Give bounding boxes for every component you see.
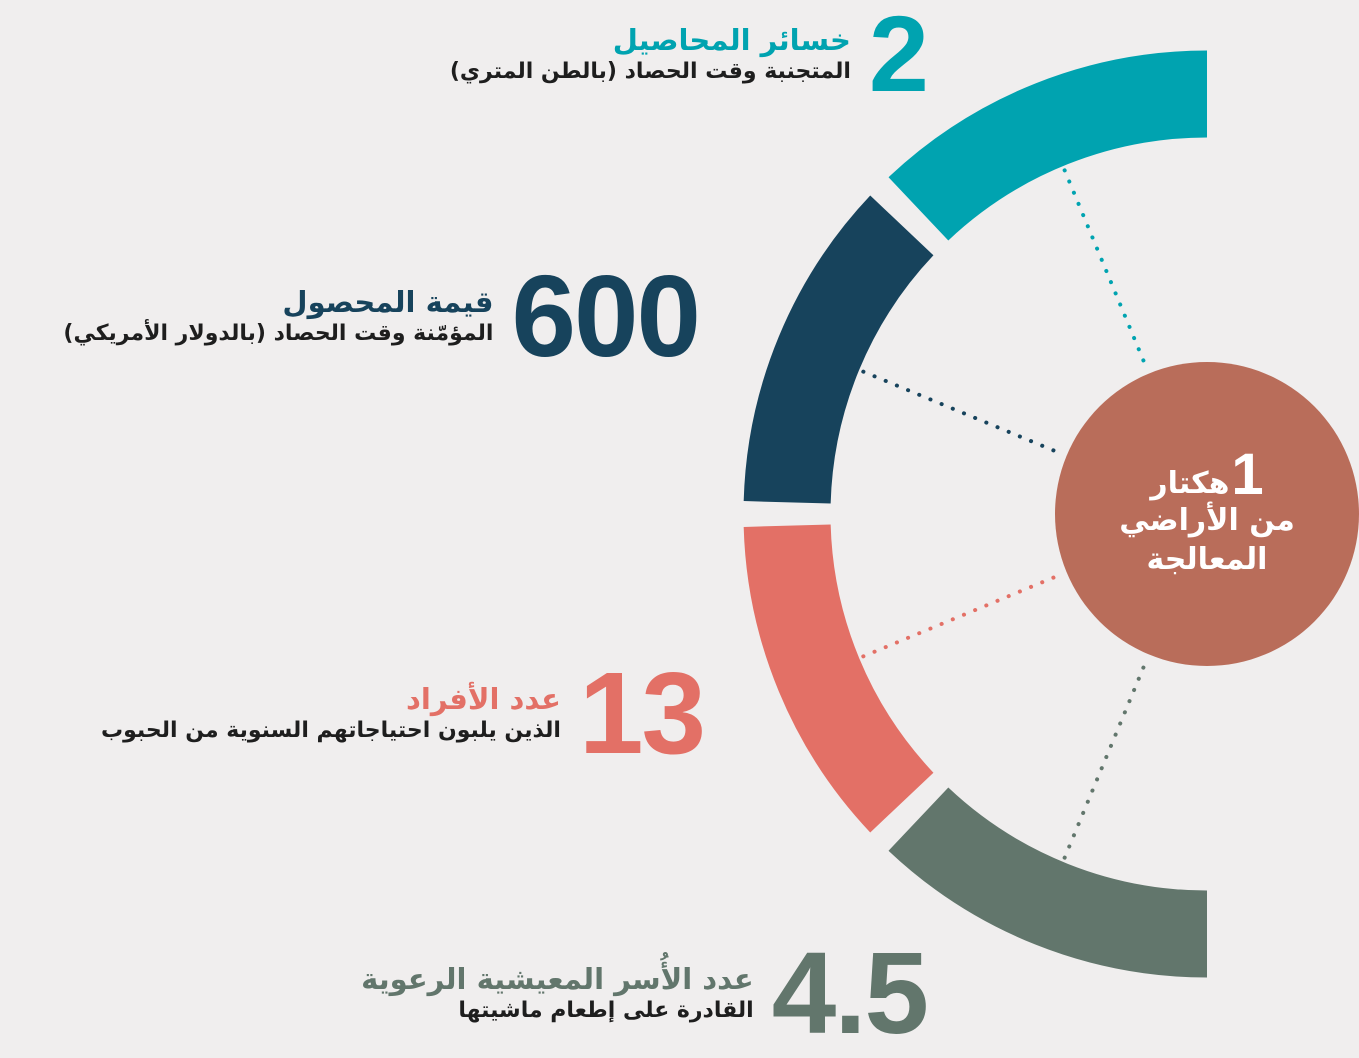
stat-title: قيمة المحصول [282, 284, 494, 319]
dotted-connector [861, 572, 1064, 659]
center-circle [1055, 362, 1359, 666]
stat-households: 4.5 عدد الأُسر المعيشية الرعوية القادرة … [361, 928, 929, 1058]
center-line2: من الأراضي [1119, 503, 1295, 539]
center-number: 1 [1231, 441, 1264, 507]
dotted-connector [1062, 168, 1149, 371]
stat-title: عدد الأفراد [406, 681, 561, 716]
stat-subtitle: القادرة على إطعام ماشيتها [458, 997, 754, 1023]
dotted-connector [861, 369, 1064, 456]
stat-subtitle: الذين يلبون احتياجاتهم السنوية من الحبوب [101, 717, 561, 743]
stat-crop-losses: 2 خسائر المحاصيل المتجنبة وقت الحصاد (با… [449, 0, 929, 114]
stat-number: 2 [868, 0, 929, 114]
stat-people: 13 عدد الأفراد الذين يلبون احتياجاتهم ال… [101, 648, 706, 778]
stat-number: 13 [578, 648, 706, 778]
center-unit: هكتار [1150, 466, 1230, 502]
segment-coral [743, 523, 934, 833]
stat-number: 600 [511, 251, 701, 381]
stat-subtitle: المؤمّنة وقت الحصاد (بالدولار الأمريكي) [63, 320, 494, 346]
stat-title: خسائر المحاصيل [612, 22, 851, 57]
dotted-connector [1062, 657, 1149, 860]
stat-crop-value: 600 قيمة المحصول المؤمّنة وقت الحصاد (با… [63, 251, 701, 381]
stat-title: عدد الأُسر المعيشية الرعوية [361, 961, 754, 996]
segment-navy [743, 195, 934, 505]
segment-teal [888, 50, 1208, 241]
stat-subtitle: المتجنبة وقت الحصاد (بالطن المتري) [449, 58, 851, 84]
center-label: 1 هكتار من الأراضي المعالجة [1055, 362, 1359, 666]
segment-gray [888, 787, 1208, 978]
stat-number: 4.5 [771, 928, 929, 1058]
center-line3: المعالجة [1146, 542, 1268, 578]
